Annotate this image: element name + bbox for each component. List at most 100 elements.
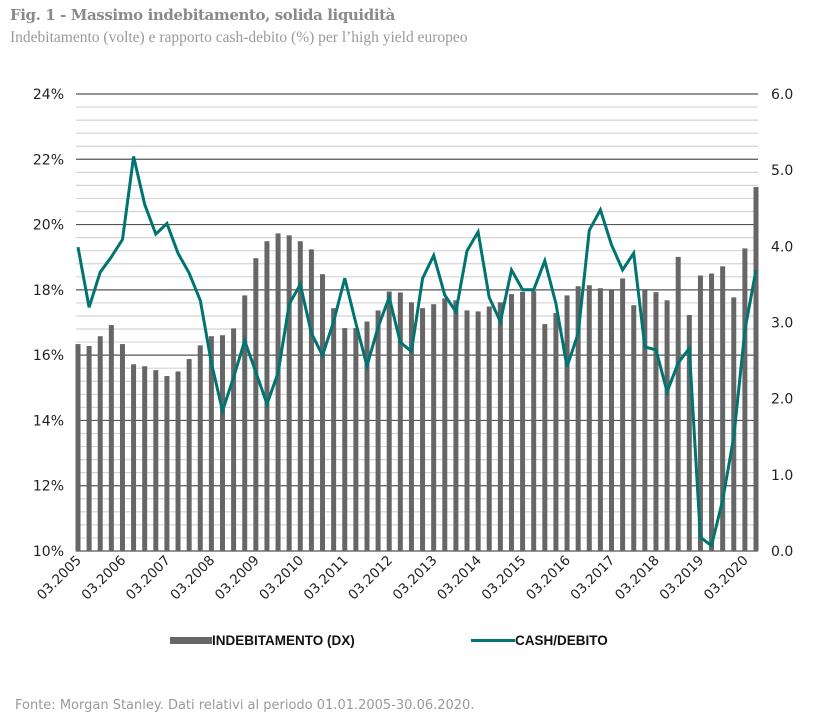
right-tick-label: 5.0 (771, 163, 793, 179)
bar (664, 300, 670, 551)
bar (264, 241, 270, 551)
x-tick-label: 03.2020 (701, 553, 752, 604)
bar (720, 266, 726, 551)
right-axis: 0.0 1.0 2.0 3.0 4.0 5.0 6.0 (771, 87, 793, 560)
bar (153, 370, 159, 551)
bar (286, 235, 292, 551)
x-tick-label: 03.2012 (345, 553, 396, 604)
x-tick-label: 03.2017 (568, 553, 619, 604)
x-tick-label: 03.2011 (301, 553, 352, 604)
bar (597, 288, 603, 551)
x-tick-label: 03.2009 (212, 553, 263, 604)
bar (231, 328, 237, 551)
x-tick-label: 03.2016 (523, 553, 574, 604)
bar (686, 314, 692, 551)
right-tick-label: 2.0 (771, 392, 793, 408)
bar (386, 291, 392, 551)
left-tick-label: 18% (33, 283, 64, 299)
bar (486, 306, 492, 551)
left-tick-label: 24% (33, 87, 64, 103)
bar (197, 345, 203, 551)
bar (97, 336, 103, 551)
bar (142, 366, 148, 551)
x-tick-label: 03.2013 (390, 553, 441, 604)
bar (397, 292, 403, 551)
bar (408, 302, 414, 551)
legend-bar-swatch (170, 637, 212, 644)
x-tick-label: 03.2019 (656, 553, 707, 604)
chart-subtitle: Indebitamento (volte) e rapporto cash-de… (10, 29, 468, 46)
line-series (76, 156, 758, 549)
legend-item-bars: INDEBITAMENTO (DX) (170, 633, 355, 648)
bar (342, 328, 348, 551)
x-tick-label: 03.2005 (34, 553, 85, 604)
bar (275, 233, 281, 551)
left-tick-label: 20% (33, 218, 64, 234)
chart: 10% 12% 14% 16% 18% 20% 22% 24% 0.0 1.0 2.0 3.0 4.0… (33, 87, 793, 604)
legend-line-swatch (471, 639, 515, 642)
cash-debito-line (76, 156, 758, 549)
bar (175, 371, 181, 551)
bar (131, 364, 137, 551)
bar (164, 376, 170, 551)
bar (75, 344, 81, 551)
bar (620, 278, 626, 551)
bar (675, 256, 681, 551)
right-tick-label: 1.0 (771, 468, 793, 484)
x-tick-label: 03.2018 (612, 553, 663, 604)
bar (86, 346, 92, 551)
bar (753, 187, 759, 551)
bar (253, 258, 259, 551)
legend-label-bars: INDEBITAMENTO (DX) (212, 633, 355, 648)
bar (364, 321, 370, 551)
x-tick-label: 03.2008 (167, 553, 218, 604)
bar (297, 241, 303, 551)
bar (208, 336, 214, 551)
legend-item-line: CASH/DEBITO (471, 633, 608, 648)
bar (542, 324, 548, 551)
bar-series (75, 187, 759, 552)
right-tick-label: 4.0 (771, 239, 793, 255)
right-tick-label: 3.0 (771, 316, 793, 332)
bar (320, 274, 326, 551)
bar (119, 344, 125, 551)
left-tick-label: 10% (33, 544, 64, 560)
bar (353, 328, 359, 551)
x-tick-label: 03.2007 (123, 553, 174, 604)
bar (653, 292, 659, 551)
left-tick-label: 16% (33, 348, 64, 364)
bar (553, 313, 559, 551)
x-axis: 03.200503.200603.200703.200803.200903.20… (34, 553, 752, 604)
left-axis: 10% 12% 14% 16% 18% 20% 22% 24% (33, 87, 64, 560)
bar (520, 291, 526, 551)
bar (308, 249, 314, 551)
bar (575, 286, 581, 551)
right-tick-label: 6.0 (771, 87, 793, 103)
bar (508, 294, 514, 551)
bar (531, 291, 537, 551)
bar (375, 310, 381, 551)
left-tick-label: 12% (33, 479, 64, 495)
bar (475, 311, 481, 551)
x-tick-label: 03.2015 (479, 553, 530, 604)
bar (420, 308, 426, 551)
x-tick-label: 03.2006 (78, 553, 129, 604)
legend-label-line: CASH/DEBITO (515, 633, 608, 648)
bar (331, 308, 337, 551)
right-tick-label: 0.0 (771, 544, 793, 560)
bar (108, 325, 114, 551)
x-tick-label: 03.2014 (434, 553, 485, 604)
bar (453, 300, 459, 551)
bar (431, 304, 437, 551)
left-tick-label: 22% (33, 152, 64, 168)
bar (697, 275, 703, 551)
bar (631, 305, 637, 551)
bar (242, 295, 248, 551)
source-note: Fonte: Morgan Stanley. Dati relativi al … (15, 698, 475, 713)
bar (442, 298, 448, 551)
chart-title: Fig. 1 - Massimo indebitamento, solida l… (10, 6, 395, 24)
bar (742, 248, 748, 552)
x-tick-label: 03.2010 (256, 553, 307, 604)
bar (497, 302, 503, 551)
bar (186, 359, 192, 551)
